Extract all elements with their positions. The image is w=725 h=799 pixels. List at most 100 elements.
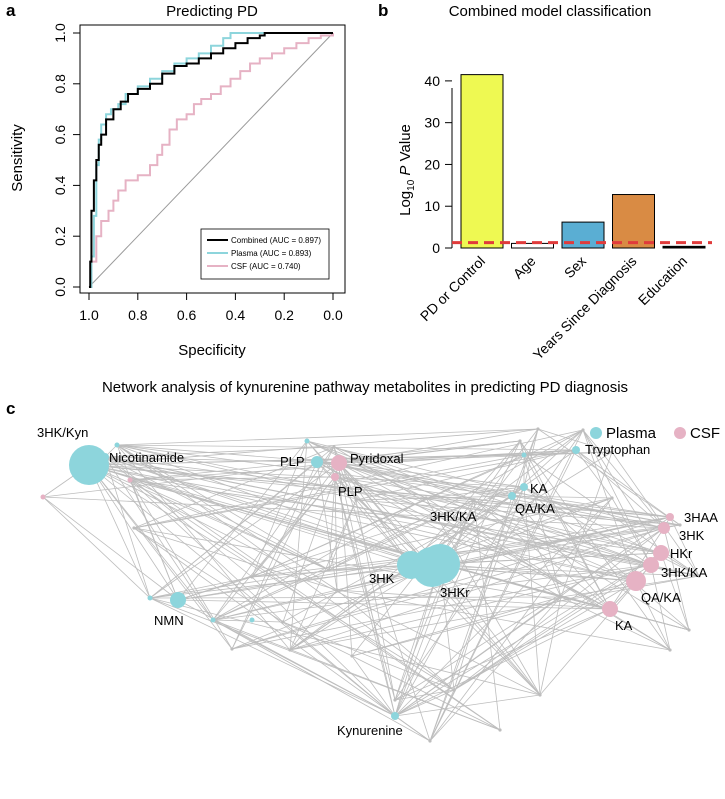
network-edge — [537, 428, 613, 453]
network-edge — [431, 516, 671, 568]
network-edge — [351, 655, 501, 731]
network-edge — [523, 454, 700, 577]
network-junction — [354, 498, 358, 502]
panel-c-node-labels: 3HK/Kyn Nicotinamide NMN PLP Pyridoxal PLP 3HK… — [37, 425, 718, 738]
network-junction — [559, 595, 563, 599]
network-edge — [88, 464, 637, 582]
network-edge — [582, 429, 652, 566]
network-edge — [582, 429, 637, 582]
network-edge — [453, 564, 652, 691]
network-minor-node — [521, 452, 527, 458]
node-label: 3HK/KA — [430, 509, 477, 524]
roc-curve-combined — [89, 32, 333, 288]
network-junction — [536, 427, 540, 431]
panel-b-y-tick-label: 0 — [432, 240, 440, 256]
node-label: Tryptophan — [585, 442, 650, 457]
network-edge — [104, 456, 441, 565]
network-edge — [212, 446, 335, 621]
panel-a-x-label: Specificity — [178, 342, 246, 359]
network-edge — [116, 444, 577, 451]
node-nmn — [170, 592, 186, 608]
network-edge — [453, 527, 665, 691]
network-edge — [334, 476, 396, 701]
network-edge — [316, 461, 681, 526]
network-junction — [518, 439, 522, 443]
network-junction — [250, 575, 254, 579]
network-edge — [394, 608, 611, 701]
network-edge — [88, 464, 455, 691]
network-edge — [116, 444, 291, 651]
network-edge — [338, 451, 613, 464]
network-minor-node — [114, 442, 120, 448]
network-edge — [429, 449, 577, 742]
network-edge — [212, 564, 652, 621]
network-edge — [177, 599, 611, 610]
panel-a-y-label: Sensitivity — [9, 124, 26, 192]
network-edge — [394, 596, 562, 717]
network-edge — [429, 596, 562, 742]
node-pyridoxal — [331, 455, 347, 471]
network-edge — [177, 564, 412, 601]
network-edge — [129, 440, 521, 481]
network-edge — [212, 619, 501, 731]
network-edge — [212, 569, 330, 621]
network-edge — [177, 576, 253, 601]
network-edge — [129, 479, 330, 571]
network-edge — [663, 527, 690, 631]
network-edge — [523, 486, 700, 577]
network-edge — [425, 497, 662, 554]
node-label: 3HK/KA — [661, 565, 708, 580]
network-edge — [669, 516, 700, 577]
network-edge — [251, 462, 340, 578]
network-edge — [328, 499, 357, 571]
network-edge — [88, 464, 700, 577]
node-3hk-kyn — [69, 445, 109, 485]
node-label: PLP — [338, 484, 363, 499]
legend-dot-csf — [674, 427, 686, 439]
legend-label-csf-c: CSF — [690, 425, 720, 442]
network-edge — [523, 454, 611, 610]
legend-label-plasma: Plasma (AUC = 0.893) — [231, 249, 312, 258]
network-edge — [133, 527, 338, 591]
network-edge — [129, 479, 441, 565]
network-edge — [334, 476, 396, 717]
node-label: KA — [615, 618, 633, 633]
node-plp-p — [311, 456, 323, 468]
panel-b-category-label: PD or Control — [417, 253, 488, 324]
network-edge — [429, 486, 525, 742]
network-edge — [316, 461, 671, 518]
panel-b-letter: b — [378, 1, 388, 20]
bar-age — [511, 242, 554, 249]
panel-a-y-tick-label: 0.6 — [52, 125, 68, 145]
panel-b-category-label: Years Since Diagnosis — [530, 253, 640, 363]
network-minor-node — [40, 494, 46, 500]
network-edge — [116, 428, 539, 446]
roc-curve-csf — [89, 33, 334, 288]
network-edge — [289, 527, 665, 651]
network-edge — [306, 440, 665, 529]
network-edge — [129, 479, 501, 731]
network-edge — [116, 444, 671, 518]
panel-a-x-tick-label: 0.0 — [323, 307, 343, 323]
network-edge — [88, 464, 233, 650]
network-edge — [439, 563, 455, 691]
node-label: PLP — [280, 454, 305, 469]
network-edge — [611, 451, 700, 577]
legend-label-plasma-c: Plasma — [606, 425, 657, 442]
network-edge — [511, 495, 562, 598]
network-edge — [338, 462, 431, 742]
network-edge — [251, 564, 412, 578]
network-edge — [575, 449, 613, 499]
panel-c-title: Network analysis of kynurenine pathway m… — [102, 379, 628, 396]
network-edge — [116, 444, 338, 591]
network-edge — [394, 689, 455, 717]
legend-label-combined: Combined (AUC = 0.897) — [231, 236, 321, 245]
node-3haa — [666, 513, 674, 521]
panel-a-y-tick-label: 0.0 — [52, 277, 68, 297]
network-edge — [394, 608, 611, 717]
network-edge — [316, 461, 665, 529]
panel-b-y-tick-label: 10 — [424, 198, 440, 214]
network-edge — [351, 596, 562, 657]
network-edge — [282, 621, 353, 657]
panel-b-bars — [460, 74, 706, 249]
